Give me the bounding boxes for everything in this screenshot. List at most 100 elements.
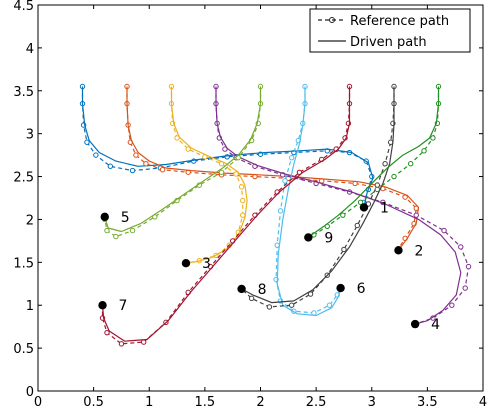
reference-point bbox=[118, 341, 125, 347]
driven-path bbox=[101, 86, 351, 342]
reference-point bbox=[458, 244, 464, 250]
reference-path bbox=[170, 86, 244, 264]
reference-point bbox=[288, 302, 295, 308]
reference-point bbox=[441, 227, 447, 234]
reference-path bbox=[241, 86, 395, 308]
reference-point bbox=[382, 160, 388, 167]
reference-point bbox=[174, 135, 180, 141]
goal-label-2: 2 bbox=[414, 243, 423, 259]
goal-point-7 bbox=[98, 301, 107, 310]
reference-point bbox=[266, 304, 273, 310]
reference-point bbox=[218, 169, 225, 175]
goal-point-5 bbox=[100, 212, 109, 222]
reference-point bbox=[340, 212, 346, 218]
reference-point bbox=[222, 146, 228, 152]
goal-label-9: 9 bbox=[324, 230, 333, 246]
reference-point bbox=[282, 178, 288, 184]
reference-point bbox=[391, 173, 397, 180]
x-tick-label: 3.5 bbox=[417, 395, 438, 410]
y-tick-label: 2.5 bbox=[13, 171, 34, 186]
x-tick-label: 2 bbox=[256, 395, 264, 410]
reference-point bbox=[84, 139, 90, 145]
x-tick-label: 2.5 bbox=[306, 395, 327, 410]
reference-point bbox=[311, 310, 317, 316]
reference-point bbox=[140, 339, 147, 345]
reference-point bbox=[462, 285, 468, 291]
legend: Reference path Driven path bbox=[309, 8, 471, 53]
goal-point-3 bbox=[181, 258, 191, 268]
legend-entry-driven: Driven path bbox=[350, 35, 427, 50]
goal-point-8 bbox=[237, 284, 246, 294]
driven-path bbox=[241, 86, 395, 304]
reference-point bbox=[129, 167, 136, 174]
reference-point bbox=[465, 263, 472, 270]
goal-point-1 bbox=[359, 203, 369, 212]
reference-point bbox=[104, 227, 110, 234]
legend-reference-marker bbox=[329, 17, 335, 23]
x-tick-label: 4 bbox=[479, 395, 487, 410]
driven-path bbox=[126, 86, 420, 251]
reference-point bbox=[129, 227, 136, 234]
y-tick-label: 0.5 bbox=[13, 342, 34, 357]
path-group-goal-9 bbox=[305, 83, 442, 241]
goal-label-8: 8 bbox=[258, 282, 267, 298]
reference-point bbox=[240, 197, 246, 204]
reference-point bbox=[288, 154, 295, 161]
reference-point bbox=[430, 135, 436, 141]
legend-box bbox=[309, 8, 471, 53]
y-tick-label: 3.5 bbox=[13, 85, 34, 100]
y-tick-label: 3 bbox=[26, 128, 34, 143]
reference-point bbox=[93, 152, 99, 158]
goal-point-9 bbox=[304, 233, 313, 242]
driven-path bbox=[307, 86, 440, 238]
reference-point bbox=[104, 329, 110, 336]
reference-point bbox=[185, 146, 191, 152]
goal-label-4: 4 bbox=[431, 317, 440, 333]
x-tick-label: 3 bbox=[368, 395, 376, 410]
x-tick-label: 1.5 bbox=[195, 395, 216, 410]
goal-point-4 bbox=[410, 319, 420, 329]
driven-path bbox=[276, 86, 342, 317]
reference-point bbox=[248, 295, 255, 302]
reference-point bbox=[341, 246, 347, 253]
goal-label-5: 5 bbox=[121, 210, 130, 226]
path-group-goal-8 bbox=[238, 83, 397, 310]
reference-point bbox=[113, 233, 119, 240]
driven-path bbox=[81, 86, 374, 207]
reference-point bbox=[374, 182, 381, 188]
plot-area-frame bbox=[37, 4, 484, 392]
driven-path bbox=[104, 86, 262, 233]
reference-point bbox=[240, 212, 246, 218]
reference-point bbox=[107, 163, 114, 169]
path-group-goal-7 bbox=[99, 83, 353, 347]
reference-point bbox=[133, 152, 139, 158]
y-tick-label: 2 bbox=[26, 213, 34, 228]
legend-entry-reference: Reference path bbox=[350, 14, 449, 29]
y-tick-label: 0 bbox=[26, 385, 34, 400]
y-tick-label: 1.5 bbox=[13, 256, 34, 271]
goal-label-1: 1 bbox=[380, 200, 389, 216]
y-tick-label: 4.5 bbox=[13, 0, 34, 14]
reference-point bbox=[238, 184, 245, 190]
x-tick-label: 1 bbox=[145, 395, 153, 410]
reference-point bbox=[354, 222, 360, 229]
reference-point bbox=[421, 148, 427, 154]
reference-point bbox=[413, 212, 419, 218]
goal-label-3: 3 bbox=[202, 256, 211, 272]
x-tick-label: 0 bbox=[34, 395, 42, 410]
reference-point bbox=[277, 208, 284, 214]
goal-markers: 1 2 3 4 5 6 7 8 9 bbox=[98, 200, 440, 333]
y-tick-label: 1 bbox=[26, 299, 34, 314]
reference-point bbox=[143, 160, 149, 167]
reference-point bbox=[449, 302, 455, 308]
reference-point bbox=[357, 199, 364, 205]
reference-point bbox=[307, 291, 314, 297]
x-tick-label: 0.5 bbox=[83, 395, 104, 410]
goal-label-6: 6 bbox=[357, 281, 366, 297]
axes: 0 0.5 1 1.5 2 2.5 3 3.5 4 0 0.5 1 1.5 2 2.5 3 3.5 4 4.5 bbox=[13, 0, 487, 410]
goal-point-6 bbox=[336, 283, 345, 293]
driven-path bbox=[215, 86, 462, 325]
y-tick-label: 4 bbox=[26, 42, 34, 57]
goal-label-7: 7 bbox=[119, 298, 128, 314]
